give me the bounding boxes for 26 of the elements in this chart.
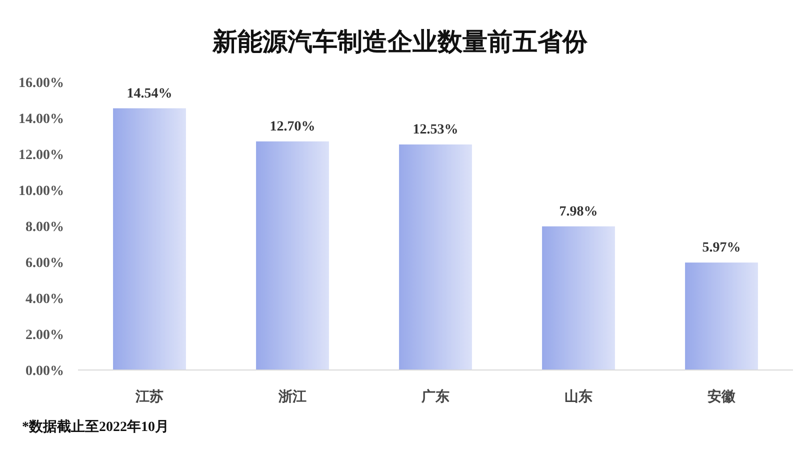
bar [256,141,329,370]
data-label: 14.54% [126,86,172,102]
bar [542,226,615,370]
x-tick-label: 江苏 [134,389,164,405]
x-tick-label: 安徽 [708,388,736,405]
text: *数据截止至2022年10月 [22,419,169,435]
chart-title: 新能源汽车制造企业数量前五省份 [212,28,588,56]
x-tick-label: 浙江 [278,389,306,405]
data-label: 7.98% [559,204,598,220]
y-tick-label: 16.00% [18,76,64,91]
data-label: 12.70% [270,119,316,134]
bar [399,144,472,370]
x-tick-label: 广东 [420,388,450,405]
y-tick-label: 10.00% [18,184,64,199]
data-label: 5.97% [702,240,741,256]
y-tick-label: 4.00% [26,292,64,307]
bar [113,108,186,370]
y-tick-label: 14.00% [18,112,64,127]
y-tick-label: 2.00% [26,328,64,343]
y-tick-label: 0.00% [26,364,64,379]
y-tick-label: 6.00% [26,256,64,271]
x-tick-label: 山东 [564,388,592,405]
y-tick-label: 12.00% [18,148,64,163]
data-label: 12.53% [412,122,458,138]
y-tick-label: 8.00% [26,220,64,235]
bar [685,262,758,370]
